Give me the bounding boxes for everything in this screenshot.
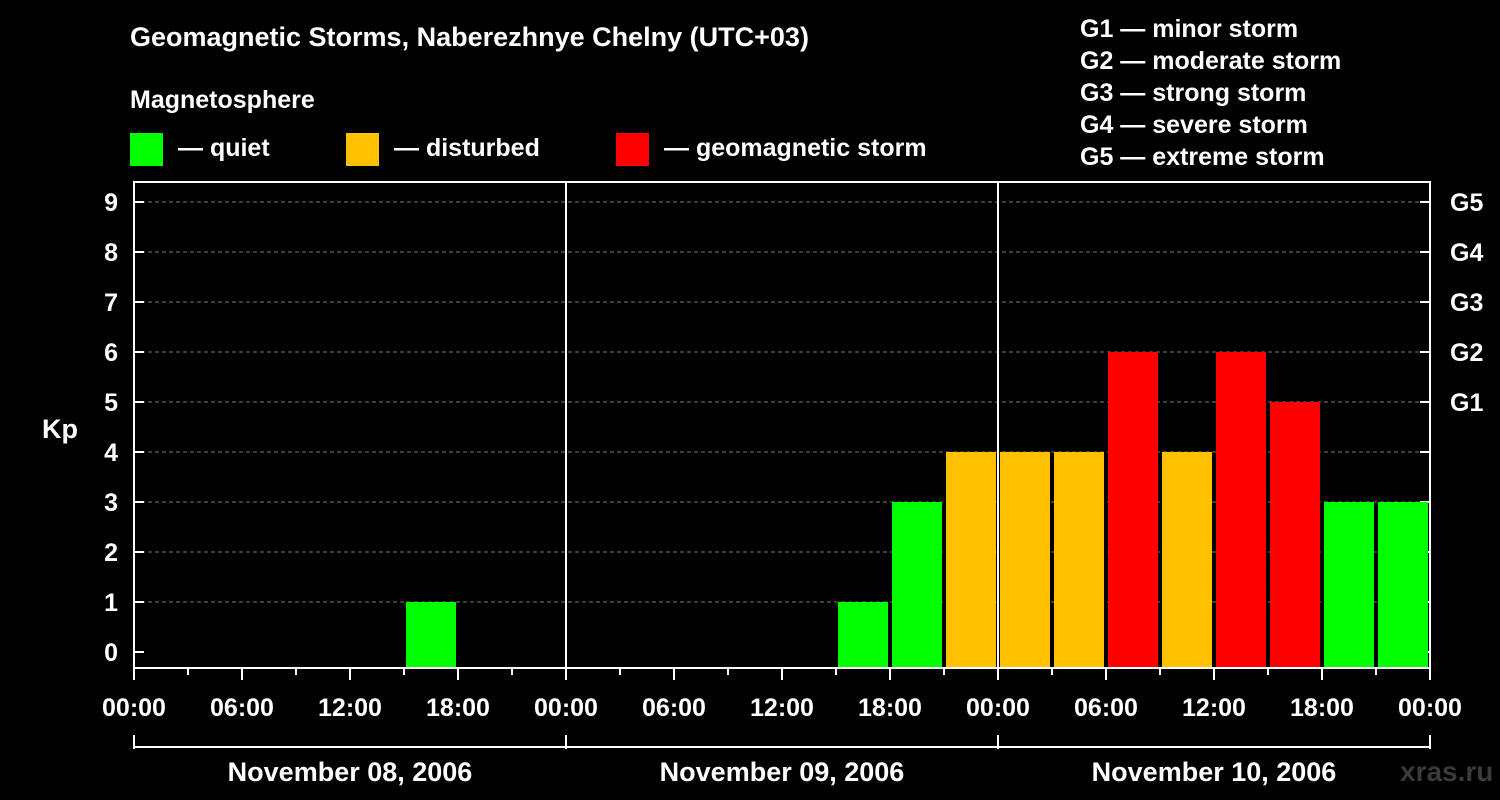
legend-swatch-storm	[616, 133, 649, 166]
kp-bar	[1378, 502, 1428, 667]
legend-label-quiet: — quiet	[178, 134, 270, 162]
y-tick-label: 0	[104, 639, 118, 667]
legend-label-storm: — geomagnetic storm	[664, 134, 927, 162]
kp-bar	[1270, 402, 1320, 667]
g-tick-label: G2	[1450, 339, 1483, 367]
x-tick-label: 06:00	[1074, 694, 1138, 722]
y-axis-label: Kp	[42, 414, 78, 444]
legend-swatch-quiet	[130, 133, 163, 166]
kp-bar	[1324, 502, 1374, 667]
g-tick-label: G3	[1450, 289, 1483, 317]
x-tick-label: 06:00	[210, 694, 274, 722]
y-tick-label: 8	[104, 239, 118, 267]
x-tick-label: 12:00	[750, 694, 814, 722]
y-tick-label: 2	[104, 539, 118, 567]
kp-bar	[892, 502, 942, 667]
x-tick-label: 00:00	[966, 694, 1030, 722]
kp-bar	[406, 602, 456, 667]
g-tick-label: G5	[1450, 189, 1483, 217]
y-tick-label: 6	[104, 339, 118, 367]
kp-bar	[1054, 452, 1104, 667]
kp-bar	[1000, 452, 1050, 667]
kp-bar	[1216, 352, 1266, 667]
legend-swatch-disturbed	[346, 133, 379, 166]
y-tick-label: 5	[104, 389, 118, 417]
watermark: xras.ru	[1400, 756, 1494, 787]
y-tick-label: 7	[104, 289, 118, 317]
x-tick-label: 18:00	[858, 694, 922, 722]
x-tick-label: 12:00	[318, 694, 382, 722]
legend-heading: Magnetosphere	[130, 86, 315, 114]
day-label: November 09, 2006	[660, 757, 905, 787]
kp-bar	[838, 602, 888, 667]
chart-title: Geomagnetic Storms, Naberezhnye Chelny (…	[130, 22, 809, 52]
kp-bar	[1108, 352, 1158, 667]
g-scale-g5: G5 — extreme storm	[1080, 143, 1325, 171]
y-tick-label: 1	[104, 589, 118, 617]
g-scale-g4: G4 — severe storm	[1080, 111, 1308, 139]
y-tick-label: 4	[104, 439, 118, 467]
day-label: November 10, 2006	[1092, 757, 1337, 787]
x-tick-label: 00:00	[534, 694, 598, 722]
g-scale-g2: G2 — moderate storm	[1080, 47, 1342, 75]
x-tick-label: 00:00	[102, 694, 166, 722]
x-tick-label: 06:00	[642, 694, 706, 722]
kp-bar	[946, 452, 996, 667]
y-tick-label: 9	[104, 189, 118, 217]
g-scale-g3: G3 — strong storm	[1080, 79, 1307, 107]
g-tick-label: G1	[1450, 389, 1483, 417]
x-tick-label: 18:00	[1290, 694, 1354, 722]
y-tick-label: 3	[104, 489, 118, 517]
x-tick-label: 12:00	[1182, 694, 1246, 722]
x-tick-label: 18:00	[426, 694, 490, 722]
kp-bar	[1162, 452, 1212, 667]
g-tick-label: G4	[1450, 239, 1483, 267]
x-tick-label: 00:00	[1398, 694, 1462, 722]
legend-label-disturbed: — disturbed	[394, 134, 540, 162]
day-label: November 08, 2006	[228, 757, 473, 787]
g-scale-g1: G1 — minor storm	[1080, 15, 1299, 43]
